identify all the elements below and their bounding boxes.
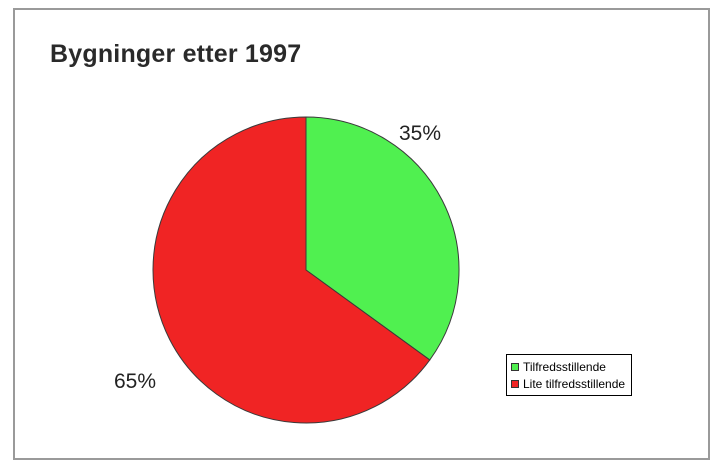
chart-frame: Bygninger etter 1997 35% 65% Tilfredsstil… bbox=[13, 8, 710, 460]
legend-swatch-green bbox=[511, 362, 519, 371]
slice-data-label: 65% bbox=[114, 370, 156, 393]
chart-title: Bygninger etter 1997 bbox=[50, 40, 302, 68]
legend: Tilfredsstillende Lite tilfredsstillende bbox=[506, 354, 633, 396]
slice-data-label: 35% bbox=[399, 122, 441, 145]
legend-item-tilfredsstillende: Tilfredsstillende bbox=[511, 358, 625, 375]
pie-slice-lite-tilfredsstillende bbox=[152, 116, 431, 424]
pie-chart: 35% 65% bbox=[114, 116, 460, 424]
pie-slice-tilfredsstillende bbox=[305, 116, 460, 361]
legend-label: Lite tilfredsstillende bbox=[523, 376, 626, 391]
legend-label: Tilfredsstillende bbox=[523, 359, 606, 374]
legend-swatch-red bbox=[511, 379, 519, 388]
legend-item-lite-tilfredsstillende: Lite tilfredsstillende bbox=[511, 375, 625, 392]
